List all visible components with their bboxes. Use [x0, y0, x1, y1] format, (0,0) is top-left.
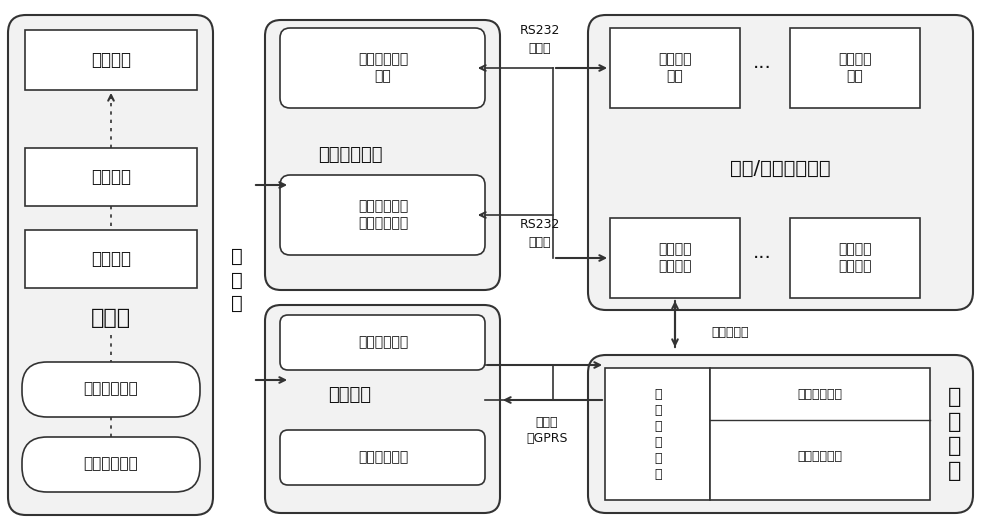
Text: 电表测试
载波模块: 电表测试 载波模块	[658, 242, 692, 274]
Text: RS232: RS232	[520, 219, 560, 231]
Bar	[25, 148, 197, 206]
Text: 以太网
或GPRS: 以太网 或GPRS	[526, 416, 568, 445]
FancyBboxPatch shape	[588, 15, 973, 310]
Bar	[605, 368, 710, 500]
Bar	[790, 28, 920, 108]
Text: ···: ···	[753, 249, 771, 268]
Text: 电力线载波: 电力线载波	[711, 326, 749, 340]
Text: 下行通信模块: 下行通信模块	[798, 388, 842, 401]
FancyBboxPatch shape	[588, 355, 973, 513]
Bar	[610, 218, 740, 298]
Text: 日志文件: 日志文件	[91, 250, 131, 268]
FancyBboxPatch shape	[265, 20, 500, 290]
Bar	[25, 30, 197, 90]
Bar	[25, 230, 197, 288]
Text: 转发电表载波
模块采集请求: 转发电表载波 模块采集请求	[358, 200, 408, 231]
FancyBboxPatch shape	[8, 15, 213, 515]
Text: 数据分析模块: 数据分析模块	[84, 457, 138, 472]
Text: 采集信息接收: 采集信息接收	[358, 335, 408, 349]
FancyBboxPatch shape	[22, 437, 200, 492]
Text: 电表/载波测试模块: 电表/载波测试模块	[730, 158, 830, 177]
Text: 数据转发模块: 数据转发模块	[318, 146, 382, 164]
FancyBboxPatch shape	[280, 175, 485, 255]
Text: 真实智能
电表: 真实智能 电表	[838, 52, 872, 83]
Text: 串口线: 串口线	[529, 42, 551, 54]
Text: 模拟主站: 模拟主站	[328, 386, 372, 404]
Text: 终端控制模块: 终端控制模块	[798, 450, 842, 464]
FancyBboxPatch shape	[280, 315, 485, 370]
Text: 通信监测模块: 通信监测模块	[84, 382, 138, 397]
FancyBboxPatch shape	[22, 362, 200, 417]
Text: 真实智能
电表: 真实智能 电表	[658, 52, 692, 83]
Text: 采
集
终
端: 采 集 终 端	[948, 387, 962, 481]
Text: 电表测试
载波模块: 电表测试 载波模块	[838, 242, 872, 274]
FancyBboxPatch shape	[280, 28, 485, 108]
Text: 上
行
通
信
模
块: 上 行 通 信 模 块	[654, 388, 662, 480]
Text: 串口线: 串口线	[529, 237, 551, 250]
Text: 转发电表被采
信息: 转发电表被采 信息	[358, 52, 408, 83]
Text: 数据库: 数据库	[91, 308, 131, 328]
Bar	[790, 218, 920, 298]
Text: RS232: RS232	[520, 24, 560, 36]
Text: 采集指令下发: 采集指令下发	[358, 450, 408, 464]
Text: ···: ···	[753, 59, 771, 78]
Bar	[710, 368, 930, 500]
Text: 通信数据: 通信数据	[91, 51, 131, 69]
FancyBboxPatch shape	[280, 430, 485, 485]
Text: 控
制
机: 控 制 机	[231, 247, 243, 313]
Text: 配置文件: 配置文件	[91, 168, 131, 186]
FancyBboxPatch shape	[265, 305, 500, 513]
Bar	[610, 28, 740, 108]
